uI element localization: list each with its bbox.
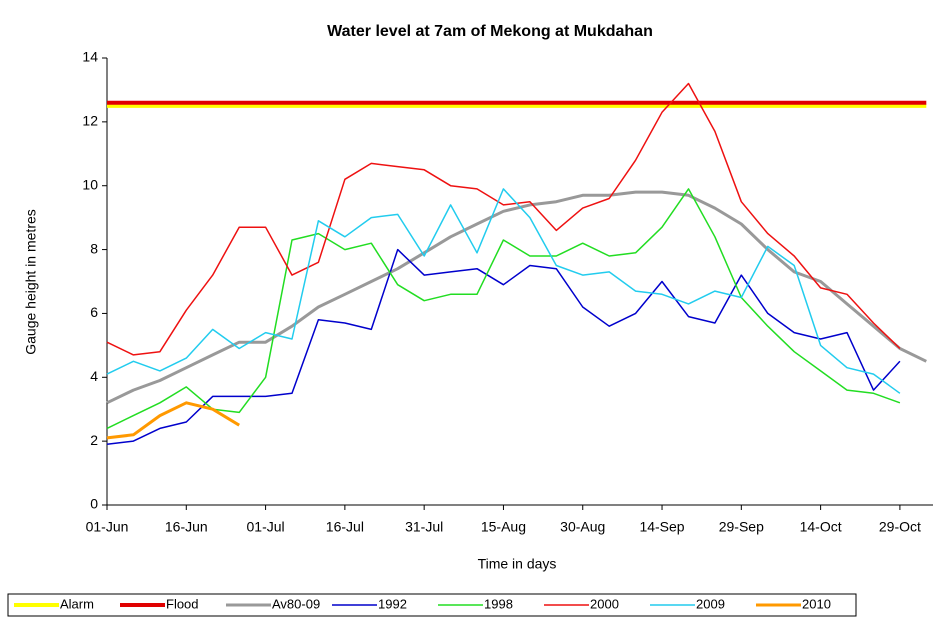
x-tick-label: 29-Oct	[879, 519, 921, 535]
series-line	[106, 82, 901, 356]
x-tick-label: 14-Oct	[800, 519, 842, 535]
x-axis-label: Time in days	[478, 556, 557, 572]
x-tick-label: 29-Sep	[719, 519, 764, 535]
legend-label: 2009	[696, 596, 725, 611]
y-tick-label: 2	[90, 432, 98, 448]
legend-label: 1992	[378, 596, 407, 611]
y-tick-label: 4	[90, 368, 98, 384]
x-tick-label: 30-Aug	[560, 519, 605, 535]
legend-box	[7, 593, 857, 617]
series-line	[106, 188, 901, 394]
x-tick-label: 01-Jun	[86, 519, 129, 535]
y-tick-label: 14	[82, 49, 98, 65]
legend-label: 1998	[484, 596, 513, 611]
x-tick-label: 14-Sep	[639, 519, 684, 535]
y-tick-label: 10	[82, 176, 98, 192]
legend-label: 2010	[802, 596, 831, 611]
x-tick-label: 15-Aug	[481, 519, 526, 535]
legend-label: Av80-09	[272, 596, 320, 611]
legend-label: Flood	[166, 596, 199, 611]
y-tick-label: 12	[82, 113, 98, 129]
series-line	[106, 188, 901, 430]
x-tick-label: 31-Jul	[405, 519, 443, 535]
legend-label: 2000	[590, 596, 619, 611]
legend-label: Alarm	[60, 596, 94, 611]
y-axis-label: Gauge height in metres	[23, 209, 39, 355]
chart-title: Water level at 7am of Mekong at Mukdahan	[327, 23, 653, 40]
x-tick-label: 01-Jul	[247, 519, 285, 535]
y-tick-label: 0	[90, 496, 98, 512]
x-tick-label: 16-Jul	[326, 519, 364, 535]
series-line	[106, 248, 901, 446]
y-tick-label: 8	[90, 240, 98, 256]
y-tick-label: 6	[90, 304, 98, 320]
series-line	[106, 190, 927, 405]
series-line	[106, 401, 240, 440]
x-tick-label: 16-Jun	[165, 519, 208, 535]
